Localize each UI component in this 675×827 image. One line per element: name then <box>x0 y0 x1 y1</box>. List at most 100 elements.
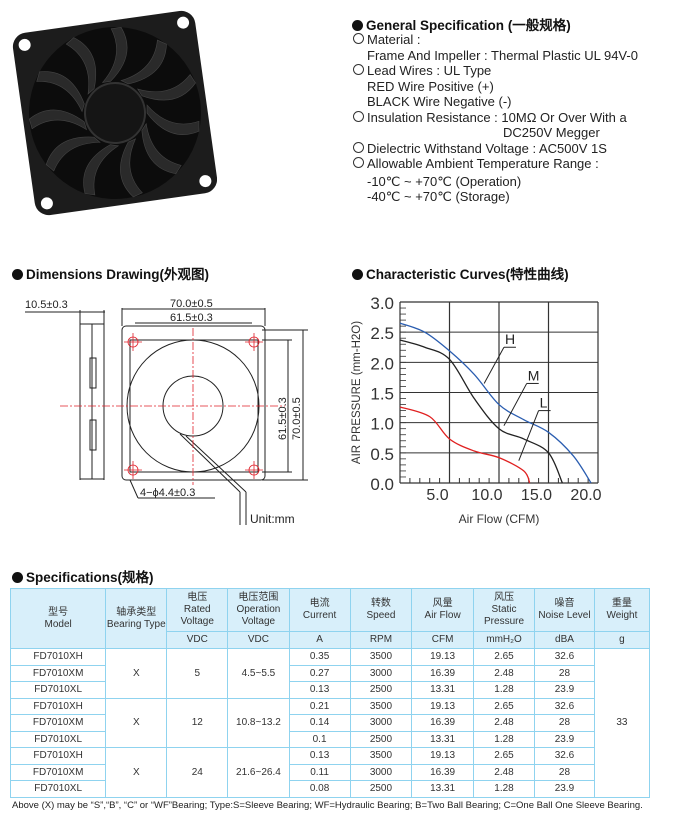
unit-header: g <box>593 631 651 649</box>
heading-cn: (一般规格) <box>507 18 571 33</box>
unit-header: VDC <box>227 631 290 649</box>
value-cell: 32.6 <box>534 648 595 666</box>
heading-text: Dimensions Drawing <box>26 267 160 282</box>
header-en: Bearing Type <box>106 618 166 630</box>
header-en: Rated Voltage <box>180 604 214 627</box>
curve-L <box>399 406 531 484</box>
value-cell: 2.65 <box>472 697 536 715</box>
column-header: 型号 Model <box>9 588 107 649</box>
y-tick-label: 2.0 <box>370 354 394 373</box>
table-row: FD7010XM 0.27 3000 16.39 2.48 28 <box>9 664 650 682</box>
value-cell: 16.39 <box>411 714 474 732</box>
value-cell: 16.39 <box>411 664 474 682</box>
fan-blade <box>36 71 85 113</box>
spec-item: Allowable Ambient Temperature Range : <box>353 156 638 172</box>
value-cell: 2500 <box>349 780 413 798</box>
circle-bullet-icon <box>353 110 364 122</box>
general-spec-heading: General Specification (一般规格) <box>352 14 571 34</box>
header-en: Air Flow <box>424 610 461 621</box>
table-row: FD7010XH X 12 10.8~13.2 0.21 3500 19.13 2.65 32.… <box>9 697 650 748</box>
unit-label: Unit:mm <box>250 512 295 526</box>
model-cell: FD7010XL <box>9 730 107 748</box>
weight-cell: 33 <box>593 648 651 798</box>
value-cell: 0.13 <box>288 681 351 699</box>
spec-line: -10℃ ~ +70℃ (Operation) <box>367 173 522 189</box>
fan-blade <box>45 136 101 172</box>
header-cn: 电压 <box>187 592 208 603</box>
value-cell: 3000 <box>349 664 413 682</box>
header-cn: 型号 <box>48 606 69 618</box>
value-cell: 0.11 <box>288 763 351 781</box>
fan-blade <box>65 37 97 95</box>
height-outer-label: 70.0±0.5 <box>291 397 303 440</box>
x-tick-label: 5.0 <box>426 487 448 504</box>
spec-line: -40℃ ~ +70℃ (Storage) <box>367 189 510 204</box>
bearing-cell: X <box>105 697 168 748</box>
circle-bullet-icon <box>353 33 364 44</box>
header-en: Weight <box>606 610 638 621</box>
value-cell: 13.31 <box>411 730 474 748</box>
header-cn: 噪音 <box>554 598 575 609</box>
table-row: FD7010XH X 24 21.6~26.4 0.13 3500 19.13 2.65 32.… <box>9 747 650 798</box>
value-cell: 28 <box>534 714 595 732</box>
value-cell: 16.39 <box>411 763 474 781</box>
value-cell: 3000 <box>349 763 413 781</box>
bearing-cell: X <box>105 747 168 798</box>
bullet-icon <box>12 572 23 583</box>
circle-bullet-icon <box>353 157 364 168</box>
header-cn: 轴承类型 <box>116 606 157 618</box>
heading-cn: (外观图) <box>159 267 210 282</box>
unit-header: dBA <box>534 631 595 649</box>
x-tick-label: 20.0 <box>570 487 601 504</box>
x-tick-label: 15.0 <box>521 487 552 504</box>
spec-item: Material : <box>353 32 638 48</box>
fan-blade <box>83 144 120 196</box>
specifications-heading: Specifications(规格) <box>12 566 154 586</box>
value-cell: 2.48 <box>472 763 536 781</box>
voltage-cell: 12 <box>166 697 229 748</box>
curve-label-leader <box>483 347 505 384</box>
unit-header: mmH₂O <box>472 631 536 649</box>
dimensions-heading: Dimensions Drawing(外观图) <box>12 263 209 283</box>
bullet-icon <box>352 269 363 280</box>
value-cell: 0.08 <box>288 780 351 798</box>
curve-M <box>399 339 563 484</box>
y-tick-label: 3.0 <box>370 294 394 313</box>
table-row: FD7010XM 0.14 3000 16.39 2.48 28 <box>9 714 650 732</box>
value-cell: 28 <box>534 763 595 781</box>
height-hole-label: 61.5±0.3 <box>277 397 289 440</box>
spec-label: Insulation Resistance : 10MΩ Or Over Wit… <box>367 109 627 125</box>
model-cell: FD7010XM <box>9 763 107 781</box>
range-cell: 10.8~13.2 <box>227 697 290 748</box>
value-cell: 2.48 <box>472 664 536 682</box>
curves-heading: Characteristic Curves(特性曲线) <box>352 263 569 283</box>
fan-blade <box>136 74 196 101</box>
header-cn: 电压范围 <box>238 592 279 603</box>
width-hole-label: 61.5±0.3 <box>170 312 213 324</box>
curve-label: M <box>528 367 540 383</box>
thickness-label: 10.5±0.3 <box>25 299 68 311</box>
header-en: Operation Voltage <box>236 604 281 627</box>
fan-blade <box>141 122 182 175</box>
header-en: Speed <box>366 610 396 621</box>
header-cn: 转数 <box>370 598 391 609</box>
header-cn: 风压 <box>494 592 515 603</box>
heading-cn: (特性曲线) <box>505 267 569 282</box>
column-header: 电流 Current <box>288 588 351 632</box>
model-cell: FD7010XH <box>9 697 107 715</box>
value-cell: 2.65 <box>472 648 536 666</box>
y-axis-label: AIR PRESSURE (mm-H2O) <box>351 321 363 464</box>
y-tick-label: 1.5 <box>370 385 394 404</box>
holes-label: 4−ϕ4.4±0.3 <box>140 487 195 499</box>
dimensions-drawing: 10.5±0.3 70.0±0.5 61.5±0.3 61.5±0.3 70.0… <box>25 298 308 526</box>
heading-text: Characteristic Curves <box>366 267 506 282</box>
header-cn: 重量 <box>611 598 632 609</box>
model-cell: FD7010XM <box>9 714 107 732</box>
header-cn: 风量 <box>432 598 453 609</box>
table-row: FD7010XL 0.08 2500 13.31 1.28 23.9 <box>9 780 650 798</box>
value-cell: 19.13 <box>411 747 474 765</box>
column-header: 噪音 Noise Level <box>534 588 595 632</box>
general-spec-list: Material : Frame And Impeller : Thermal P… <box>353 32 638 205</box>
value-cell: 3500 <box>349 697 413 715</box>
specifications-table: 型号 Model 轴承类型 Bearing Type 电压 Rated Voltage 电压… <box>9 588 651 798</box>
